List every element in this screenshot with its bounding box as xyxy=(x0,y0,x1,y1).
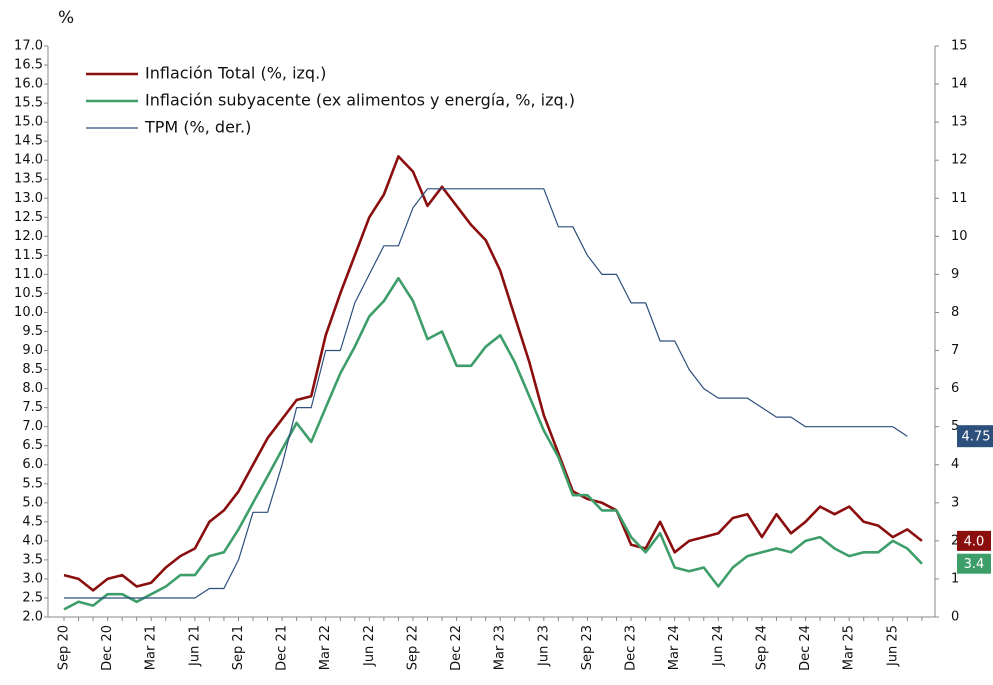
y-tick-label: 2.5 xyxy=(22,590,43,605)
y2-tick-label: 4 xyxy=(951,457,959,472)
x-tick-label: Jun 22 xyxy=(362,625,377,667)
y-tick-label: 16.5 xyxy=(14,58,43,73)
y-tick-label: 13.5 xyxy=(14,172,43,187)
y2-tick-label: 2 xyxy=(951,533,959,548)
x-tick-label: Mar 24 xyxy=(667,625,682,670)
y-tick-label: 6.5 xyxy=(22,438,43,453)
y2-tick-label: 0 xyxy=(951,610,959,625)
y-tick-label: 8.0 xyxy=(22,381,43,396)
y2-tick-label: 12 xyxy=(951,153,968,168)
y-tick-label: 15.0 xyxy=(14,115,43,130)
y-tick-label: 11.5 xyxy=(14,248,43,263)
end-label: 4.0 xyxy=(964,534,985,549)
y2-tick-label: 5 xyxy=(951,419,959,434)
series-line xyxy=(64,188,908,599)
y-tick-label: 9.0 xyxy=(22,343,43,358)
y2-tick-label: 3 xyxy=(951,495,959,510)
x-tick-label: Dec 21 xyxy=(275,625,290,671)
series-line xyxy=(63,155,923,592)
y-tick-label: 2.0 xyxy=(22,610,43,625)
y-tick-label: 3.5 xyxy=(22,552,43,567)
x-tick-label: Dec 24 xyxy=(798,625,813,671)
y-tick-label: 4.0 xyxy=(22,533,43,548)
y-tick-label: 3.0 xyxy=(22,571,43,586)
y-tick-label: 4.5 xyxy=(22,514,43,529)
end-label-box xyxy=(957,553,991,574)
y-tick-label: 9.5 xyxy=(22,324,43,339)
x-tick-label: Jun 23 xyxy=(536,625,551,667)
x-tick-label: Dec 20 xyxy=(100,625,115,671)
end-label-box xyxy=(957,530,991,551)
y-tick-label: 5.0 xyxy=(22,495,43,510)
y-tick-label: 14.0 xyxy=(14,153,43,168)
y2-tick-label: 1 xyxy=(951,571,959,586)
y2-tick-label: 13 xyxy=(951,115,968,130)
x-tick-label: Mar 25 xyxy=(842,625,857,670)
y-axis-label: % xyxy=(58,8,74,28)
y-tick-label: 13.0 xyxy=(14,191,43,206)
legend-label: Inflación subyacente (ex alimentos y ene… xyxy=(145,91,575,110)
x-tick-label: Dec 23 xyxy=(624,625,639,671)
end-label-box xyxy=(957,425,993,448)
x-tick-label: Sep 23 xyxy=(580,625,595,670)
legend-label: Inflación Total (%, izq.) xyxy=(145,64,326,83)
x-tick-label: Mar 23 xyxy=(493,625,508,670)
y2-tick-label: 9 xyxy=(951,267,959,282)
y-tick-label: 5.5 xyxy=(22,476,43,491)
y-tick-label: 16.0 xyxy=(14,77,43,92)
y-tick-label: 12.0 xyxy=(14,229,43,244)
y2-tick-label: 14 xyxy=(951,77,968,92)
x-tick-label: Sep 20 xyxy=(57,625,72,670)
x-tick-label: Mar 21 xyxy=(144,625,159,670)
y-tick-label: 10.5 xyxy=(14,286,43,301)
y2-tick-label: 6 xyxy=(951,381,959,396)
end-label: 3.4 xyxy=(964,557,985,572)
y-tick-label: 12.5 xyxy=(14,210,43,225)
x-tick-label: Mar 22 xyxy=(318,625,333,670)
y-tick-label: 14.5 xyxy=(14,134,43,149)
y-tick-label: 7.0 xyxy=(22,419,43,434)
y2-tick-label: 15 xyxy=(951,39,968,54)
y-tick-label: 7.5 xyxy=(22,400,43,415)
y-tick-label: 10.0 xyxy=(14,305,43,320)
y2-tick-label: 8 xyxy=(951,305,959,320)
y-tick-label: 11.0 xyxy=(14,267,43,282)
x-tick-label: Sep 21 xyxy=(231,625,246,670)
y2-tick-label: 7 xyxy=(951,343,959,358)
y-tick-label: 15.5 xyxy=(14,96,43,111)
x-tick-label: Sep 24 xyxy=(754,625,769,670)
y2-tick-label: 11 xyxy=(951,191,968,206)
x-tick-label: Jun 24 xyxy=(711,625,726,667)
x-tick-label: Sep 22 xyxy=(405,625,420,670)
x-tick-label: Jun 21 xyxy=(187,625,202,667)
y-tick-label: 6.0 xyxy=(22,457,43,472)
legend-label: TPM (%, der.) xyxy=(144,118,251,137)
x-tick-label: Jun 25 xyxy=(885,625,900,667)
series-line xyxy=(63,276,923,611)
y2-tick-label: 10 xyxy=(951,229,968,244)
end-label: 4.75 xyxy=(962,430,991,445)
x-tick-label: Dec 22 xyxy=(449,625,464,671)
y-tick-label: 8.5 xyxy=(22,362,43,377)
y-tick-label: 17.0 xyxy=(14,39,43,54)
